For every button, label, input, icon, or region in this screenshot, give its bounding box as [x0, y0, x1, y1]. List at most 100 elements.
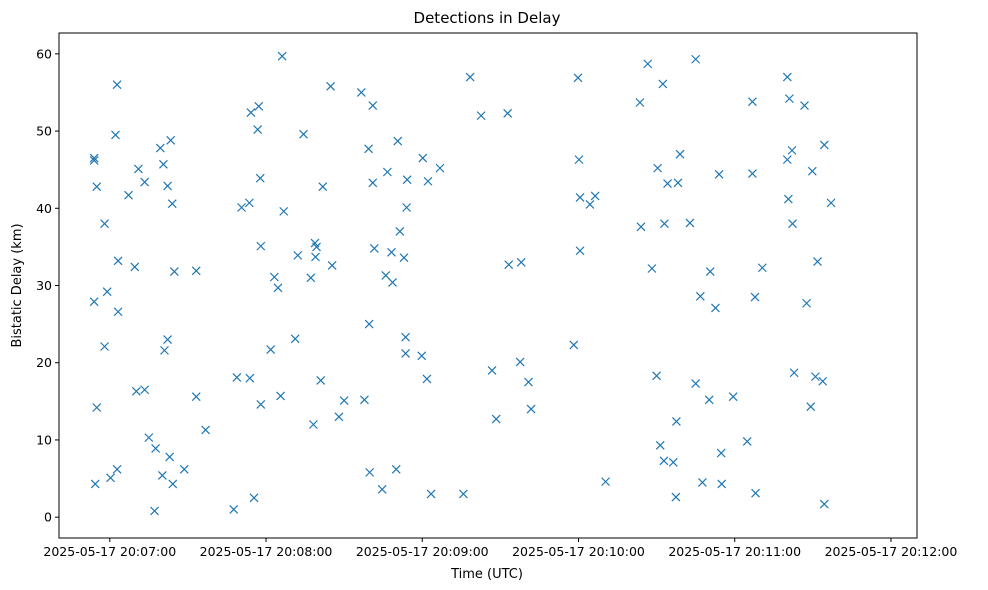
plot-frame — [58, 32, 918, 539]
data-point-marker — [476, 111, 486, 121]
data-point-marker — [636, 222, 646, 232]
data-point-marker — [652, 371, 662, 381]
data-point-marker — [364, 319, 374, 329]
data-point-marker — [191, 392, 201, 402]
data-point-marker — [417, 351, 427, 361]
data-point-marker — [368, 101, 378, 111]
data-point-marker — [273, 283, 283, 293]
data-point-marker — [369, 244, 379, 253]
data-point-marker — [800, 101, 809, 111]
data-point-marker — [742, 437, 752, 446]
data-point-marker — [504, 260, 514, 270]
data-point-marker — [465, 72, 475, 82]
data-point-marker — [818, 376, 828, 386]
data-point-marker — [312, 242, 321, 252]
data-point-marker — [487, 366, 497, 375]
data-point-marker — [111, 130, 120, 140]
data-point-marker — [717, 479, 727, 489]
data-point-marker — [245, 373, 255, 383]
data-point-marker — [458, 489, 468, 499]
data-point-marker — [802, 298, 812, 308]
data-point-marker — [393, 136, 403, 146]
data-point-marker — [643, 59, 653, 69]
data-point-marker — [253, 125, 263, 134]
data-point-marker — [150, 506, 159, 516]
data-point-marker — [237, 203, 246, 212]
data-point-marker — [92, 182, 102, 192]
data-point-marker — [711, 303, 720, 313]
data-point-marker — [306, 273, 316, 283]
data-point-marker — [124, 190, 133, 200]
data-point-marker — [201, 425, 211, 435]
data-point-marker — [716, 448, 726, 458]
data-point-marker — [705, 267, 715, 277]
data-point-marker — [399, 253, 409, 263]
data-point-marker — [574, 155, 584, 165]
data-point-marker — [789, 368, 799, 378]
data-point-marker — [395, 227, 405, 236]
y-axis: 0 10 20 30 40 50 60 — [36, 46, 59, 525]
y-tick-label: 0 — [44, 510, 52, 525]
data-point-marker — [318, 182, 328, 192]
data-point-marker — [168, 479, 178, 489]
data-point-marker — [166, 135, 176, 145]
data-point-marker — [144, 433, 154, 443]
data-point-marker — [788, 219, 797, 229]
data-point-marker — [151, 444, 161, 453]
data-point-marker — [819, 140, 829, 150]
data-point-marker — [601, 477, 610, 487]
data-point-marker — [782, 72, 792, 82]
data-point-marker — [256, 399, 266, 409]
data-point-marker — [671, 416, 681, 426]
data-point-marker — [163, 181, 173, 191]
x-tick-label: 2025-05-17 20:09:00 — [356, 544, 489, 559]
data-point-marker — [663, 179, 672, 188]
data-point-marker — [92, 403, 102, 412]
data-point-marker — [813, 257, 822, 266]
data-point-marker — [748, 169, 757, 178]
data-point-marker — [316, 376, 326, 385]
data-point-marker — [704, 395, 714, 405]
data-point-marker — [254, 101, 264, 111]
data-point-marker — [327, 260, 337, 270]
data-point-marker — [140, 177, 150, 187]
data-point-marker — [112, 80, 122, 90]
data-point-marker — [401, 332, 411, 342]
data-point-marker — [131, 386, 141, 396]
data-point-marker — [140, 385, 150, 395]
data-point-marker — [635, 98, 645, 107]
data-point-marker — [246, 108, 256, 117]
data-point-marker — [575, 193, 585, 202]
data-point-marker — [728, 392, 738, 402]
data-point-marker — [112, 464, 122, 474]
data-point-marker — [377, 484, 387, 494]
data-point-marker — [585, 199, 595, 209]
data-point-marker — [819, 499, 829, 509]
data-point-marker — [698, 477, 707, 487]
data-point-marker — [388, 277, 397, 287]
data-point-marker — [515, 357, 525, 367]
data-point-marker — [526, 404, 536, 414]
data-point-marker — [423, 176, 433, 186]
data-point-marker — [232, 372, 242, 382]
data-point-marker — [655, 440, 665, 450]
data-point-marker — [277, 51, 287, 61]
data-point-marker — [279, 206, 289, 216]
x-axis: 2025-05-17 20:07:00 2025-05-17 20:08:00 20… — [43, 538, 957, 559]
data-point-marker — [491, 414, 501, 424]
data-point-marker — [308, 420, 318, 429]
data-point-marker — [89, 155, 99, 165]
data-point-marker — [364, 144, 374, 154]
data-point-marker — [311, 252, 320, 262]
data-point-marker — [339, 396, 349, 405]
data-point-marker — [811, 372, 820, 382]
data-point-marker — [659, 219, 669, 229]
data-point-marker — [784, 94, 794, 104]
data-point-marker — [653, 163, 663, 173]
data-point-marker — [89, 153, 99, 163]
y-axis-label: Bistatic Delay (km) — [10, 223, 25, 347]
y-tick-label: 50 — [36, 124, 52, 139]
data-point-marker — [685, 218, 695, 228]
y-tick-label: 20 — [36, 355, 52, 370]
